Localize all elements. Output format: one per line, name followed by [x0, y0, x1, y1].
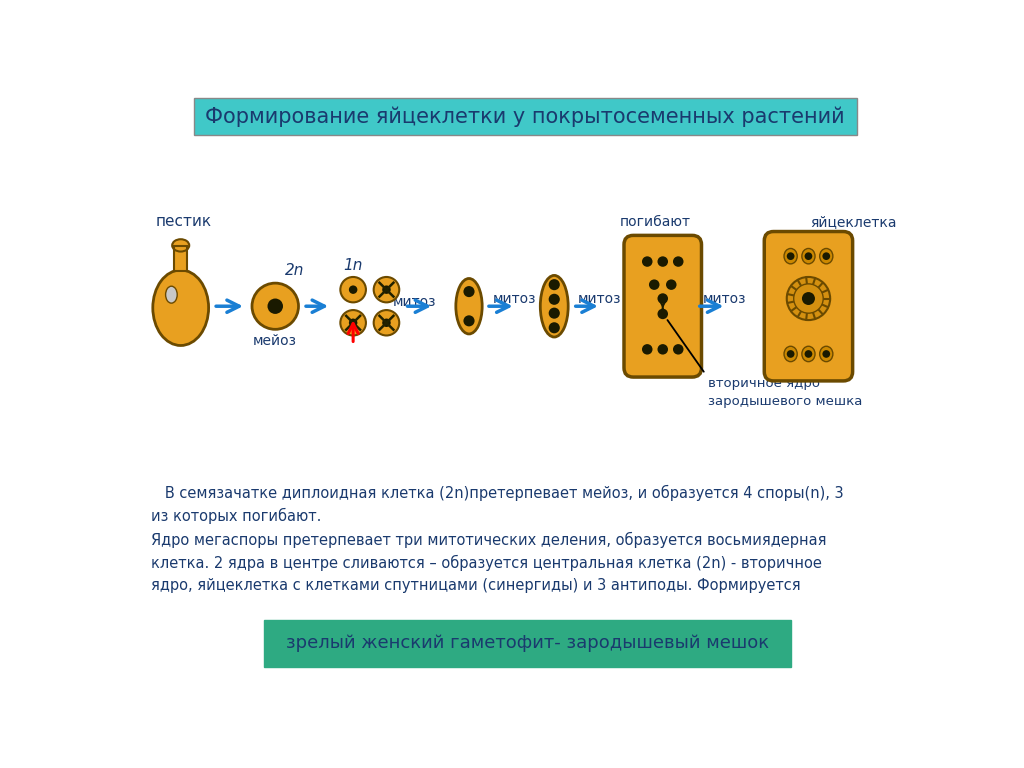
Circle shape [805, 350, 812, 358]
Circle shape [382, 319, 391, 327]
Circle shape [464, 316, 474, 326]
Circle shape [549, 308, 560, 319]
Text: митоз: митоз [392, 296, 436, 310]
Circle shape [673, 257, 684, 266]
Circle shape [786, 253, 795, 260]
Circle shape [657, 257, 668, 266]
Ellipse shape [784, 249, 798, 264]
Ellipse shape [174, 269, 187, 273]
FancyBboxPatch shape [764, 231, 853, 381]
FancyBboxPatch shape [194, 98, 856, 135]
Circle shape [822, 253, 830, 260]
Circle shape [794, 284, 823, 313]
FancyBboxPatch shape [624, 235, 701, 377]
Ellipse shape [802, 249, 815, 264]
Circle shape [805, 253, 812, 260]
Circle shape [649, 280, 659, 290]
Circle shape [642, 257, 652, 266]
Text: вторичное ядро
зародышевого мешка: вторичное ядро зародышевого мешка [708, 377, 862, 408]
Circle shape [464, 286, 474, 297]
Ellipse shape [340, 310, 366, 336]
Text: митоз: митоз [578, 292, 621, 306]
Bar [174, 247, 187, 271]
Ellipse shape [819, 346, 833, 362]
Circle shape [549, 279, 560, 290]
Ellipse shape [153, 270, 209, 346]
Circle shape [822, 350, 830, 358]
Ellipse shape [340, 277, 366, 303]
Circle shape [786, 350, 795, 358]
Circle shape [549, 293, 560, 305]
Text: 1n: 1n [343, 258, 362, 273]
Circle shape [382, 286, 391, 294]
Circle shape [657, 309, 668, 319]
Text: мейоз: мейоз [253, 334, 297, 348]
Text: зрелый женский гаметофит- зародышевый мешок: зрелый женский гаметофит- зародышевый ме… [286, 634, 769, 653]
Ellipse shape [374, 277, 399, 303]
Circle shape [666, 280, 677, 290]
Circle shape [802, 292, 815, 305]
Circle shape [786, 277, 830, 320]
Ellipse shape [802, 346, 815, 362]
Circle shape [349, 319, 357, 327]
Text: митоз: митоз [493, 292, 536, 306]
Ellipse shape [252, 283, 299, 329]
Text: В семязачатке диплоидная клетка (2n)претерпевает мейоз, и образуется 4 споры(n),: В семязачатке диплоидная клетка (2n)прет… [152, 485, 844, 593]
Text: 2n: 2n [285, 263, 304, 279]
Circle shape [657, 293, 668, 304]
Bar [174, 247, 187, 271]
Circle shape [673, 344, 684, 355]
Ellipse shape [166, 286, 177, 303]
Ellipse shape [784, 346, 798, 362]
Text: погибают: погибают [620, 215, 690, 229]
Ellipse shape [819, 249, 833, 264]
Ellipse shape [172, 239, 189, 252]
Text: пестик: пестик [156, 214, 212, 229]
Ellipse shape [174, 244, 187, 249]
Circle shape [267, 299, 283, 314]
Text: митоз: митоз [703, 292, 746, 306]
FancyBboxPatch shape [263, 621, 791, 667]
Circle shape [349, 286, 357, 294]
Text: яйцеклетка: яйцеклетка [810, 215, 897, 229]
Text: Формирование яйцеклетки у покрытосеменных растений: Формирование яйцеклетки у покрытосеменны… [205, 107, 845, 127]
Circle shape [642, 344, 652, 355]
Circle shape [657, 344, 668, 355]
Ellipse shape [374, 310, 399, 336]
Circle shape [549, 323, 560, 333]
Ellipse shape [541, 276, 568, 337]
Ellipse shape [456, 279, 482, 334]
